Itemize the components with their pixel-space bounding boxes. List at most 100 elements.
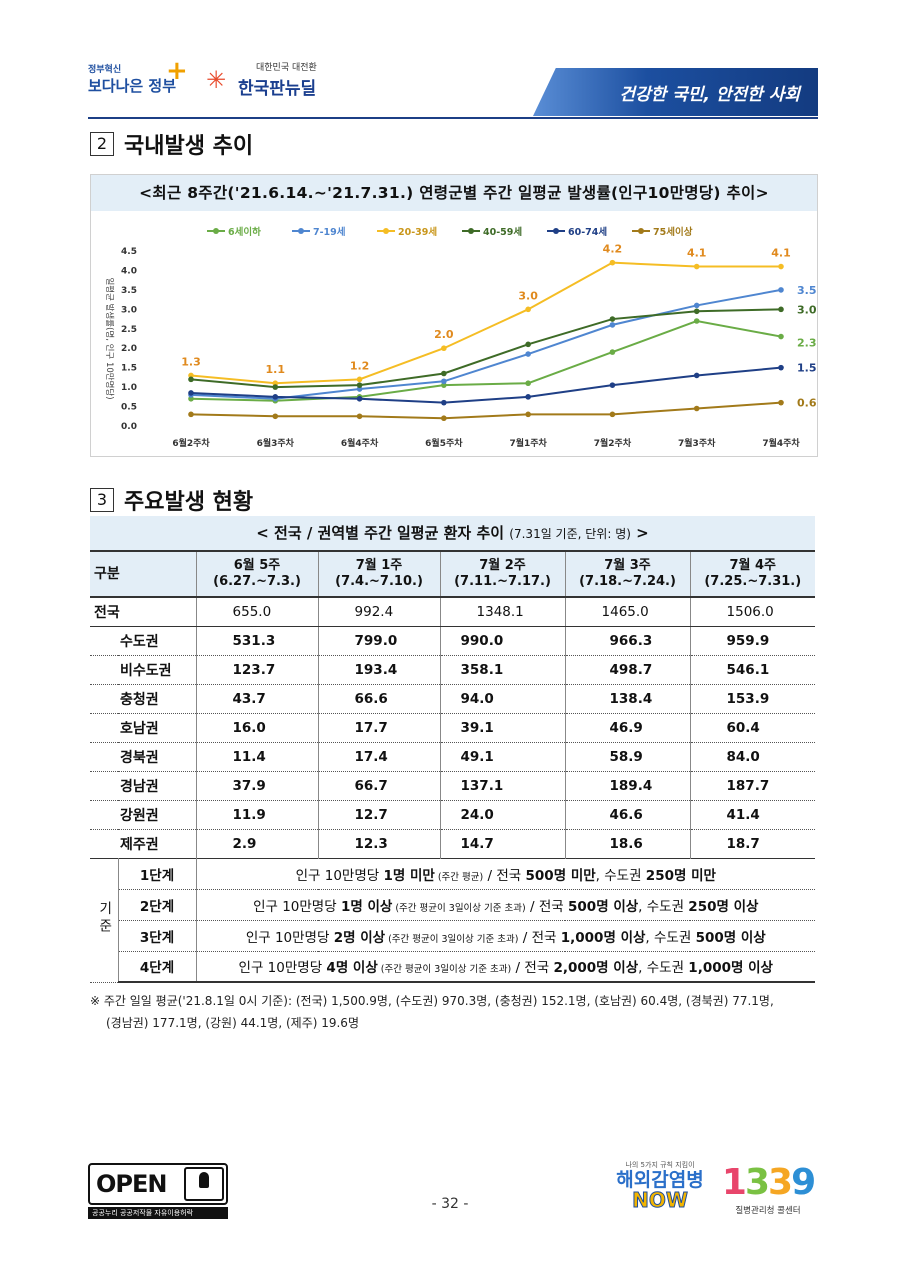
- series-line: [190, 319, 782, 402]
- plus-icon: +: [166, 56, 188, 86]
- legend-item: 20-39세: [377, 224, 462, 238]
- row-label: 강원권: [90, 800, 197, 830]
- table-cell: 189.4: [564, 771, 691, 801]
- series-line: [190, 261, 781, 385]
- table-cell: 66.7: [317, 771, 441, 801]
- y-tick-label: 4.0: [121, 266, 137, 276]
- criteria-row: 4단계 인구 10만명당 4명 이상 (주간 평균이 3일이상 기준 초과) / …: [90, 951, 816, 983]
- table-cell: 959.9: [689, 626, 816, 656]
- table-cell: 39.1: [439, 713, 566, 743]
- data-point: [778, 399, 784, 406]
- y-tick-label: 4.5: [121, 247, 137, 257]
- row-label: 제주권: [90, 829, 197, 859]
- chart-legend: 6세이하 7-19세 20-39세 40-59세 60-74세 75세이상: [207, 224, 717, 238]
- table-cell: 138.4: [564, 684, 691, 714]
- table-cell: 1348.1: [439, 597, 566, 627]
- series-line: [190, 308, 782, 389]
- end-label: 3.0: [797, 303, 817, 316]
- data-point: [188, 376, 194, 383]
- table-cell: 66.6: [317, 684, 441, 714]
- table-cell: 11.9: [195, 800, 319, 830]
- table-cell: 1465.0: [564, 597, 691, 627]
- data-point: [778, 364, 784, 371]
- criteria-level: 2단계: [118, 889, 197, 921]
- table-row: 호남권 16.0 17.7 39.1 46.9 60.4: [90, 713, 816, 743]
- call-center-digit: 9: [791, 1162, 816, 1203]
- data-point: [693, 372, 700, 379]
- table-cell: 123.7: [195, 655, 319, 685]
- data-point: [356, 395, 363, 402]
- y-tick-label: 0.0: [121, 422, 137, 432]
- x-tick-label: 7월4주차: [762, 437, 800, 449]
- call-center-digit: 3: [768, 1162, 793, 1203]
- table-cell: 94.0: [439, 684, 566, 714]
- chart-title: <최근 8주간('21.6.14.~'21.7.31.) 연령군별 주간 일평균…: [91, 175, 817, 211]
- end-label: 1.5: [797, 362, 817, 375]
- table-header-week: 7월 2주 (7.11.~7.17.): [439, 550, 566, 598]
- data-point: [609, 316, 616, 322]
- table-row: 충청권 43.7 66.6 94.0 138.4 153.9: [90, 684, 816, 714]
- table-header-week: 7월 3주 (7.18.~7.24.): [564, 550, 691, 598]
- row-label: 수도권: [90, 626, 197, 656]
- table-header-week: 7월 4주 (7.25.~7.31.): [689, 550, 816, 598]
- chart-container: <최근 8주간('21.6.14.~'21.7.31.) 연령군별 주간 일평균…: [90, 174, 818, 457]
- table-cell: 498.7: [564, 655, 691, 685]
- y-axis-label: 일평균 발생률(명, 인구 10만명당): [104, 277, 115, 399]
- table-cell: 17.7: [317, 713, 441, 743]
- legend-label: 75세이상: [653, 227, 693, 238]
- data-point: [525, 394, 531, 400]
- data-point: [609, 349, 616, 355]
- table-cell: 17.4: [317, 742, 441, 772]
- row-label: 경남권: [90, 771, 197, 801]
- row-label: 전국: [90, 597, 197, 627]
- criteria-description: 인구 10만명당 1명 미만 (주간 평균) / 전국 500명 미만, 수도권…: [196, 857, 816, 890]
- legend-swatch: [377, 228, 395, 234]
- legend-item: 7-19세: [292, 224, 377, 238]
- data-point: [272, 413, 279, 420]
- y-tick-label: 3.5: [121, 286, 137, 296]
- new-deal-star-icon: ✳: [206, 66, 227, 94]
- data-point: [441, 378, 447, 385]
- end-label: 0.6: [797, 397, 817, 410]
- page-number: - 32 -: [431, 1196, 469, 1212]
- legend-label: 7-19세: [313, 227, 346, 238]
- data-point: [778, 263, 784, 270]
- data-point: [693, 263, 700, 270]
- table-cell: 1506.0: [689, 597, 816, 627]
- data-label: 2.0: [434, 328, 454, 341]
- criteria-row: 2단계 인구 10만명당 1명 이상 (주간 평균이 3일이상 기준 초과) / …: [90, 889, 816, 921]
- table-row: 수도권 531.3 799.0 990.0 966.3 959.9: [90, 626, 816, 656]
- data-label: 1.1: [266, 363, 286, 376]
- table-cell: 18.7: [689, 829, 816, 859]
- legend-item: 40-59세: [462, 224, 547, 238]
- table-cell: 24.0: [439, 800, 566, 830]
- y-tick-label: 0.5: [121, 403, 137, 413]
- data-label: 4.1: [687, 247, 707, 260]
- table-cell: 187.7: [689, 771, 816, 801]
- legend-swatch: [462, 228, 480, 234]
- data-point: [356, 382, 363, 388]
- table-cell: 58.9: [564, 742, 691, 772]
- row-label: 충청권: [90, 684, 197, 714]
- x-tick-label: 6월3주차: [257, 437, 295, 449]
- table-cell: 84.0: [689, 742, 816, 772]
- data-point: [778, 306, 784, 313]
- table-cell: 799.0: [317, 626, 441, 656]
- table-row: 강원권 11.9 12.7 24.0 46.6 41.4: [90, 800, 816, 830]
- header-divider: [88, 117, 818, 119]
- data-point: [778, 287, 784, 293]
- data-point: [525, 351, 531, 357]
- data-point: [609, 259, 616, 266]
- data-label: 3.0: [518, 289, 538, 302]
- data-point: [693, 405, 700, 412]
- x-tick-label: 6월2주차: [172, 437, 210, 449]
- data-point: [609, 322, 616, 328]
- section-title-text: 주요발생 현황: [124, 490, 254, 515]
- legend-swatch: [632, 228, 650, 234]
- table-header-label: 구분: [90, 550, 197, 598]
- table-cell: 12.3: [317, 829, 441, 859]
- footnote: ※ 주간 일일 평균('21.8.1일 0시 기준): (전국) 1,500.9…: [90, 994, 774, 1030]
- criteria-description: 인구 10만명당 1명 이상 (주간 평균이 3일이상 기준 초과) / 전국 …: [196, 889, 816, 921]
- data-point: [609, 411, 616, 418]
- data-point: [356, 413, 363, 420]
